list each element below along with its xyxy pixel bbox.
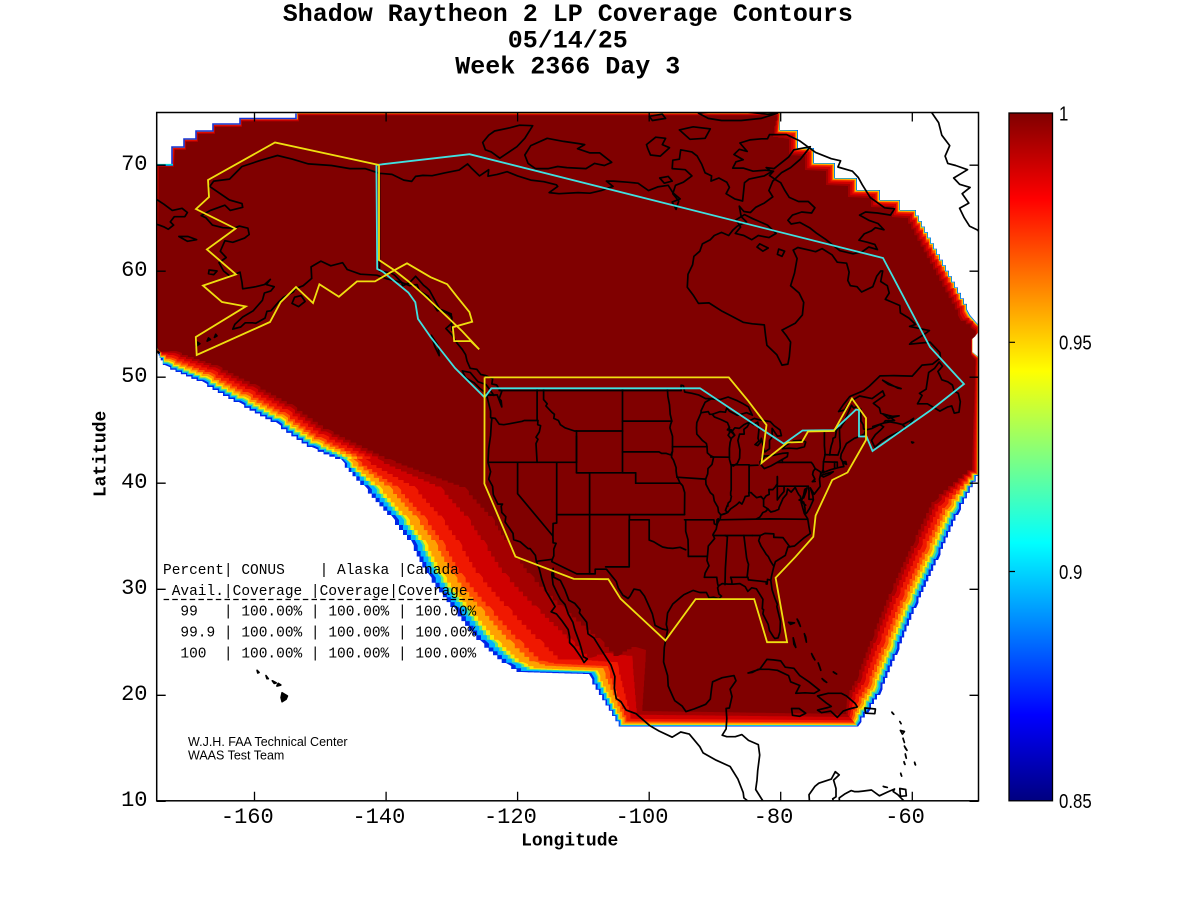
svg-text:20: 20: [121, 682, 147, 707]
svg-text:100 | 100.00% | 100.00% | 100: 100 | 100.00% | 100.00% | 100.00%: [163, 646, 477, 662]
svg-text:Avail.|Coverage |Coverage|Cove: Avail.|Coverage |Coverage|Coverage: [163, 584, 468, 600]
svg-text:Shadow Raytheon 2 LP Coverage: Shadow Raytheon 2 LP Coverage Contours: [283, 0, 853, 29]
svg-text:-60: -60: [885, 805, 925, 830]
svg-text:Week 2366 Day 3: Week 2366 Day 3: [455, 53, 680, 82]
svg-text:50: 50: [121, 364, 147, 389]
svg-text:30: 30: [121, 576, 147, 601]
svg-text:-80: -80: [754, 805, 794, 830]
svg-text:0.95: 0.95: [1059, 331, 1092, 354]
svg-text:-120: -120: [484, 805, 537, 830]
svg-text:99 | 100.00% | 100.00% | 100: 99 | 100.00% | 100.00% | 100.00%: [163, 605, 477, 621]
svg-text:WAAS Test Team: WAAS Test Team: [188, 749, 284, 763]
svg-text:40: 40: [121, 470, 147, 495]
svg-text:W.J.H. FAA Technical Center: W.J.H. FAA Technical Center: [188, 735, 348, 749]
svg-text:Percent| CONUS | Alaska |Ca: Percent| CONUS | Alaska |Canada: [163, 563, 459, 579]
svg-text:10: 10: [121, 788, 147, 813]
svg-text:60: 60: [121, 258, 147, 283]
svg-text:99.9 | 100.00% | 100.00% | 100: 99.9 | 100.00% | 100.00% | 100.00%: [163, 626, 477, 642]
svg-text:05/14/25: 05/14/25: [508, 27, 628, 56]
svg-text:-160: -160: [221, 805, 274, 830]
svg-text:Latitude: Latitude: [92, 411, 112, 497]
svg-text:-100: -100: [616, 805, 669, 830]
svg-text:0.9: 0.9: [1059, 561, 1082, 584]
svg-text:1: 1: [1059, 102, 1068, 125]
svg-text:Longitude: Longitude: [521, 832, 618, 852]
svg-text:70: 70: [121, 152, 147, 177]
svg-text:0.85: 0.85: [1059, 790, 1092, 813]
svg-text:-140: -140: [352, 805, 405, 830]
